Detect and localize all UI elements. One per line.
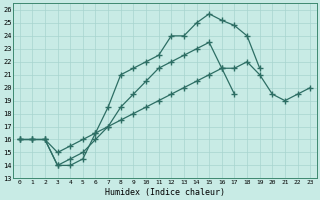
X-axis label: Humidex (Indice chaleur): Humidex (Indice chaleur) — [105, 188, 225, 197]
